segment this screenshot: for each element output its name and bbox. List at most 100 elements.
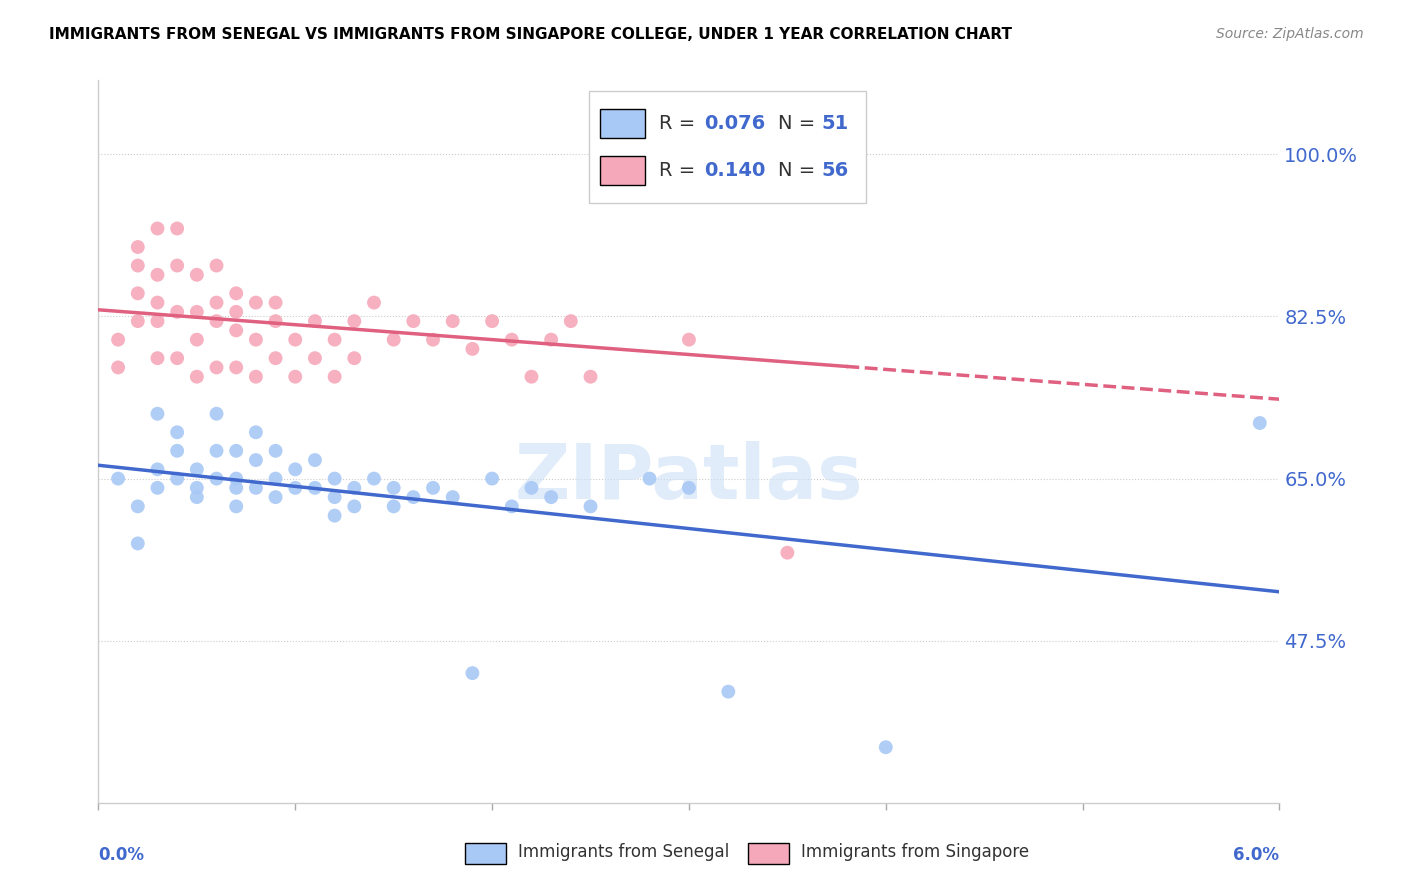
Point [225,360,247,375]
FancyBboxPatch shape [464,843,506,864]
Point [835,147,858,161]
Text: Immigrants from Senegal: Immigrants from Senegal [517,843,728,861]
Point [560,314,582,328]
Point [225,481,247,495]
Point [205,360,228,375]
Point [284,369,307,384]
Point [225,472,247,486]
Point [461,342,484,356]
Point [146,295,169,310]
Point [304,351,326,366]
Point [343,351,366,366]
Point [343,500,366,514]
Point [678,481,700,495]
Point [284,333,307,347]
Point [264,443,287,458]
Point [363,295,385,310]
Point [186,462,208,476]
Point [205,259,228,273]
Point [422,333,444,347]
Point [127,240,149,254]
Point [382,481,405,495]
Point [540,490,562,504]
Point [107,333,129,347]
Point [166,351,188,366]
Point [186,490,208,504]
Point [304,481,326,495]
Point [245,453,267,467]
FancyBboxPatch shape [600,156,645,185]
Point [166,221,188,235]
Point [186,369,208,384]
Point [501,333,523,347]
Point [481,472,503,486]
Point [205,314,228,328]
Point [678,333,700,347]
Point [382,500,405,514]
FancyBboxPatch shape [600,109,645,138]
Point [107,472,129,486]
Point [579,500,602,514]
Point [127,314,149,328]
Text: Immigrants from Singapore: Immigrants from Singapore [801,843,1029,861]
Text: N =: N = [778,114,821,133]
Point [166,425,188,440]
Point [264,490,287,504]
Point [205,407,228,421]
Text: N =: N = [778,161,821,180]
Point [186,305,208,319]
Point [107,360,129,375]
Point [343,481,366,495]
Point [186,333,208,347]
Point [127,259,149,273]
Point [205,295,228,310]
Point [146,462,169,476]
Point [225,305,247,319]
Text: 0.076: 0.076 [704,114,765,133]
Point [323,333,346,347]
Point [166,305,188,319]
Point [264,314,287,328]
Point [146,407,169,421]
Point [245,369,267,384]
Point [205,443,228,458]
Point [245,481,267,495]
Point [146,481,169,495]
Point [323,508,346,523]
Point [323,472,346,486]
Point [186,481,208,495]
Point [501,500,523,514]
Point [225,323,247,337]
Point [579,369,602,384]
Point [875,740,897,755]
Point [166,259,188,273]
Point [225,286,247,301]
Point [717,684,740,698]
Point [304,314,326,328]
Point [284,481,307,495]
Point [323,369,346,384]
Point [127,500,149,514]
Point [776,546,799,560]
Point [481,314,503,328]
Point [146,314,169,328]
Point [343,314,366,328]
Point [264,351,287,366]
Point [166,472,188,486]
Point [284,462,307,476]
Point [264,295,287,310]
Point [245,333,267,347]
Point [638,472,661,486]
Point [363,472,385,486]
Point [127,286,149,301]
Text: 0.140: 0.140 [704,161,766,180]
Point [461,666,484,681]
Point [323,490,346,504]
Point [304,453,326,467]
Text: 56: 56 [821,161,848,180]
FancyBboxPatch shape [589,91,866,203]
Text: R =: R = [659,114,702,133]
Point [441,490,464,504]
Text: IMMIGRANTS FROM SENEGAL VS IMMIGRANTS FROM SINGAPORE COLLEGE, UNDER 1 YEAR CORRE: IMMIGRANTS FROM SENEGAL VS IMMIGRANTS FR… [49,27,1012,42]
Text: Source: ZipAtlas.com: Source: ZipAtlas.com [1216,27,1364,41]
